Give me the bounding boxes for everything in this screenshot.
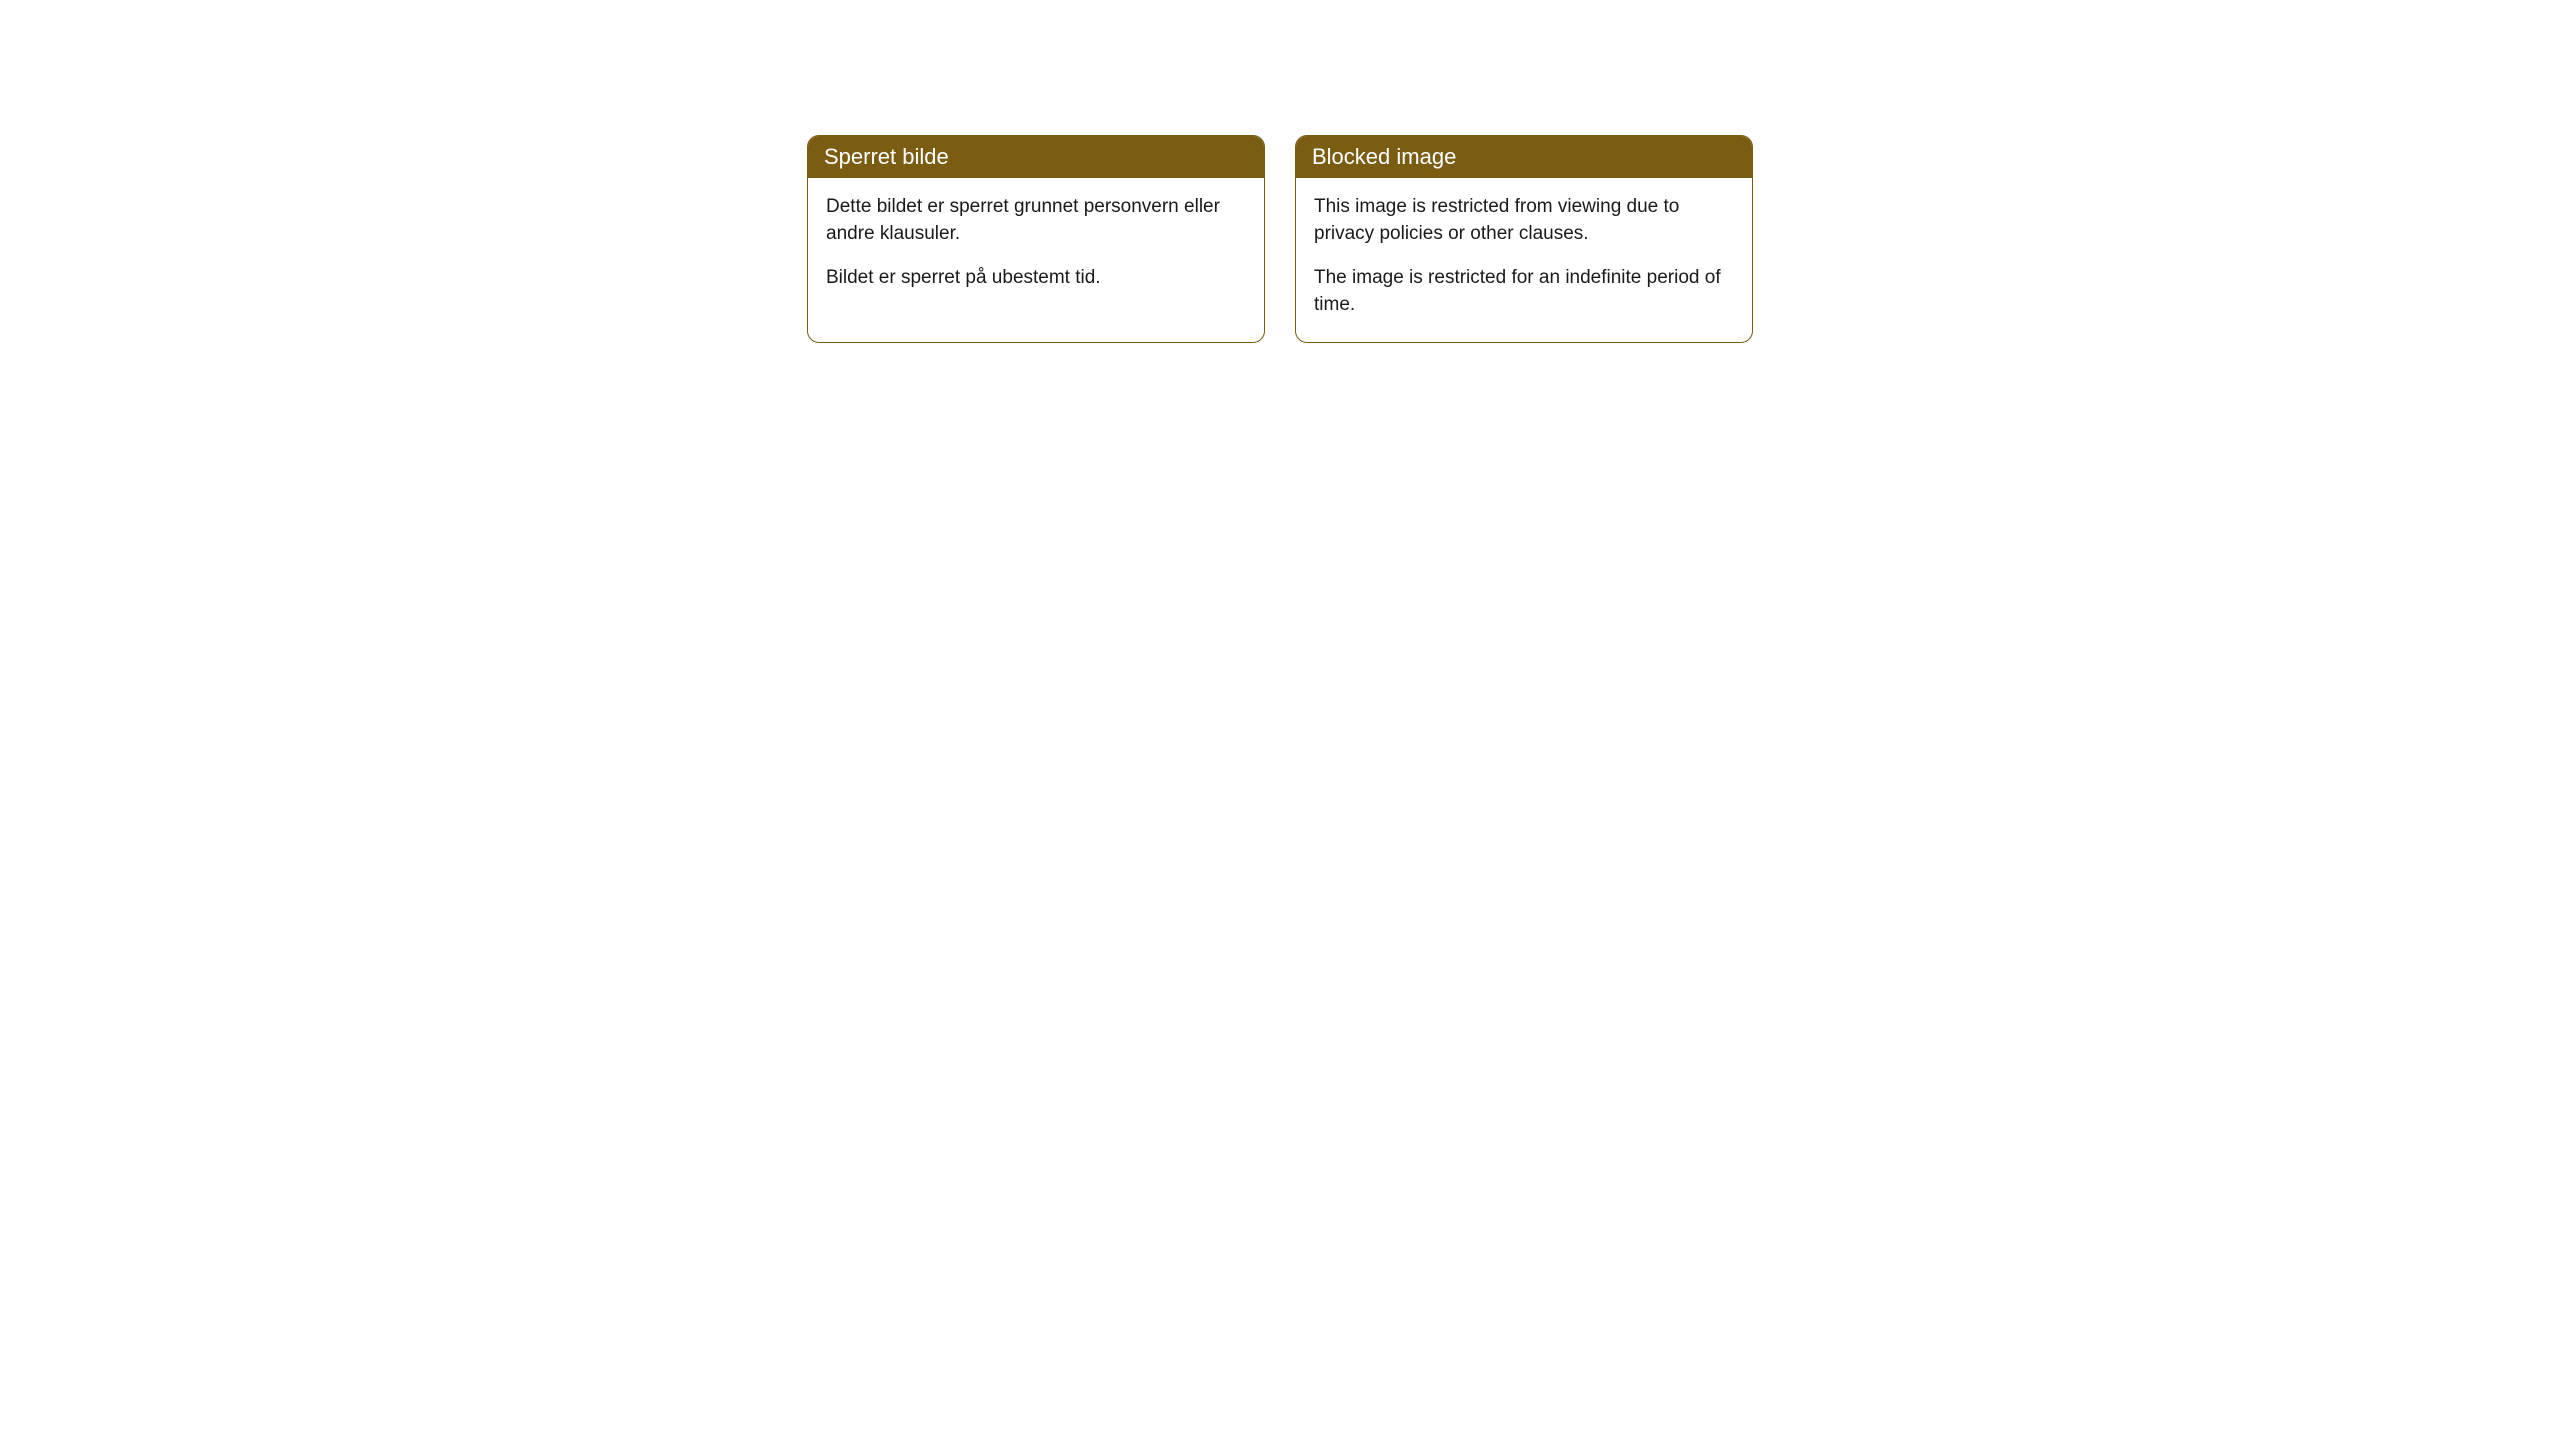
- notice-title: Blocked image: [1312, 144, 1456, 169]
- notice-paragraph: Dette bildet er sperret grunnet personve…: [826, 194, 1246, 247]
- notice-body: This image is restricted from viewing du…: [1296, 178, 1752, 342]
- notice-paragraph: This image is restricted from viewing du…: [1314, 194, 1734, 247]
- notice-title: Sperret bilde: [824, 144, 949, 169]
- notice-header: Sperret bilde: [808, 136, 1264, 178]
- notice-body: Dette bildet er sperret grunnet personve…: [808, 178, 1264, 316]
- notice-header: Blocked image: [1296, 136, 1752, 178]
- notice-paragraph: The image is restricted for an indefinit…: [1314, 265, 1734, 318]
- notice-card-norwegian: Sperret bilde Dette bildet er sperret gr…: [807, 135, 1265, 343]
- notice-paragraph: Bildet er sperret på ubestemt tid.: [826, 265, 1246, 292]
- notice-card-english: Blocked image This image is restricted f…: [1295, 135, 1753, 343]
